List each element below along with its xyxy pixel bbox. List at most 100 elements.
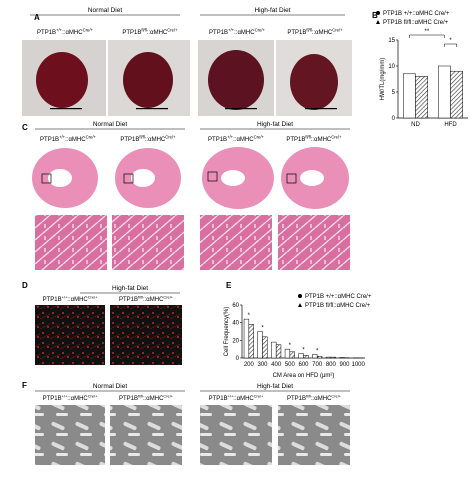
y-tick-label: 5 — [392, 90, 396, 96]
sig-annotation: * — [289, 343, 292, 349]
bar — [243, 318, 250, 359]
group-header: High-fat Diet — [112, 285, 148, 292]
bar — [330, 356, 336, 359]
genotype-label: PTP1Bfl/fl::αMHCCre/+ — [287, 394, 342, 403]
sig-annotation: * — [261, 326, 264, 332]
allele: fl/fl — [305, 135, 310, 140]
gene: PTP1B — [286, 137, 305, 143]
legend-marker — [298, 294, 302, 298]
allele: fl/fl — [138, 394, 143, 399]
bar — [271, 341, 277, 359]
cre: Cre/+ — [86, 135, 97, 140]
y-tick-label: 0 — [392, 116, 396, 122]
group-header: High-fat Diet — [257, 383, 293, 390]
gene: PTP1B — [40, 137, 59, 143]
cre: Cre/+ — [83, 28, 94, 33]
x-tick-label: 400 — [271, 362, 282, 368]
allele: +/+ — [62, 295, 68, 300]
y-axis-label: Cell Frequency(%) — [224, 307, 230, 357]
bar — [275, 344, 282, 359]
link: ::αMHC — [234, 30, 255, 36]
y-tick-label: 40 — [232, 321, 239, 327]
allele: fl/fl — [306, 394, 311, 399]
legend-label: PTP1B fl/fl::αMHC Cre/+ — [383, 20, 449, 26]
bar — [298, 353, 304, 359]
bar — [415, 76, 428, 119]
genotype-label: PTP1Bfl/fl::αMHCCre/+ — [286, 135, 342, 144]
link: ::αMHC — [67, 396, 88, 402]
cre: Cre/+ — [163, 295, 173, 300]
allele: +/+ — [228, 28, 235, 33]
gene: PTP1B — [119, 396, 138, 402]
genotype-label: PTP1Bfl/fl::αMHCCre/+ — [120, 135, 176, 144]
x-tick-label: 700 — [312, 362, 323, 368]
allele: +/+ — [228, 394, 234, 399]
genotype-label: PTP1Bfl/fl::αMHCCre/+ — [287, 28, 343, 37]
allele: fl/fl — [139, 135, 144, 140]
link: ::αMHC — [62, 30, 83, 36]
genotype-label: PTP1B+/+::αMHCCre/+ — [209, 28, 265, 37]
genotype-label: PTP1B+/+::αMHCCre/+ — [208, 135, 264, 144]
x-axis-label: CM Area on HFD (μm²) — [273, 373, 335, 379]
group-header: Normal Diet — [93, 121, 128, 128]
allele: fl/fl — [306, 28, 311, 33]
legend-marker — [298, 303, 302, 307]
gene: PTP1B — [209, 30, 228, 36]
gene: PTP1B — [37, 30, 56, 36]
sig-annotation: * — [316, 348, 319, 354]
sig-bracket — [409, 34, 445, 38]
panel-label: F — [22, 381, 27, 390]
bar — [257, 331, 263, 359]
x-tick-label: 500 — [285, 362, 296, 368]
gene: PTP1B — [43, 396, 62, 402]
allele: +/+ — [59, 135, 66, 140]
cre: Cre/+ — [167, 28, 178, 33]
bar — [325, 356, 332, 359]
genotype-label: PTP1Bfl/fl::αMHCCre/+ — [122, 28, 178, 37]
allele: +/+ — [62, 394, 68, 399]
bar — [303, 355, 309, 359]
genotype-label: PTP1Bfl/fl::αMHCCre/+ — [119, 394, 174, 403]
sig-bracket — [444, 43, 457, 47]
allele: fl/fl — [141, 28, 146, 33]
legend-label: PTP1B fl/fl::αMHC Cre/+ — [305, 303, 371, 309]
panel-label: E — [226, 281, 232, 290]
y-tick-label: 60 — [232, 303, 239, 309]
cre: Cre/+ — [163, 394, 173, 399]
legend-marker — [376, 20, 380, 24]
x-tick-label: HFD — [444, 122, 457, 128]
link: ::αMHC — [147, 30, 168, 36]
gene: PTP1B — [287, 396, 306, 402]
group-header: Normal Diet — [88, 7, 123, 14]
legend-label: PTP1B +/+::αMHC Cre/+ — [305, 294, 372, 300]
y-tick-label: 20 — [232, 338, 239, 344]
bar — [438, 65, 451, 119]
bar — [403, 73, 416, 119]
y-tick-label: 10 — [388, 64, 395, 70]
link: ::αMHC — [65, 137, 86, 143]
link: ::αMHC — [311, 137, 332, 143]
link: ::αMHC — [233, 396, 254, 402]
bar — [284, 348, 291, 359]
x-tick-label: 600 — [298, 362, 309, 368]
gene: PTP1B — [119, 297, 138, 303]
x-tick-label: ND — [411, 122, 420, 128]
link: ::αMHC — [67, 297, 88, 303]
panel-label: A — [34, 13, 40, 22]
gene: PTP1B — [43, 297, 62, 303]
cre: Cre/+ — [254, 394, 264, 399]
bar — [450, 70, 463, 119]
bar — [312, 354, 318, 359]
x-tick-label: 300 — [257, 362, 268, 368]
y-axis-label: HW/TL(mg/mm) — [380, 58, 386, 101]
link: ::αMHC — [312, 30, 333, 36]
genotype-label: PTP1Bfl/fl::αMHCCre/+ — [119, 295, 174, 304]
x-tick-label: 1000 — [351, 362, 365, 368]
x-tick-label: 900 — [339, 362, 350, 368]
sig-annotation: ** — [425, 29, 430, 35]
bar — [248, 324, 254, 359]
legend-marker — [376, 11, 380, 15]
group-header: High-fat Diet — [257, 121, 293, 128]
genotype-label: PTP1B+/+::αMHCCre/+ — [37, 28, 93, 37]
gene: PTP1B — [208, 137, 227, 143]
